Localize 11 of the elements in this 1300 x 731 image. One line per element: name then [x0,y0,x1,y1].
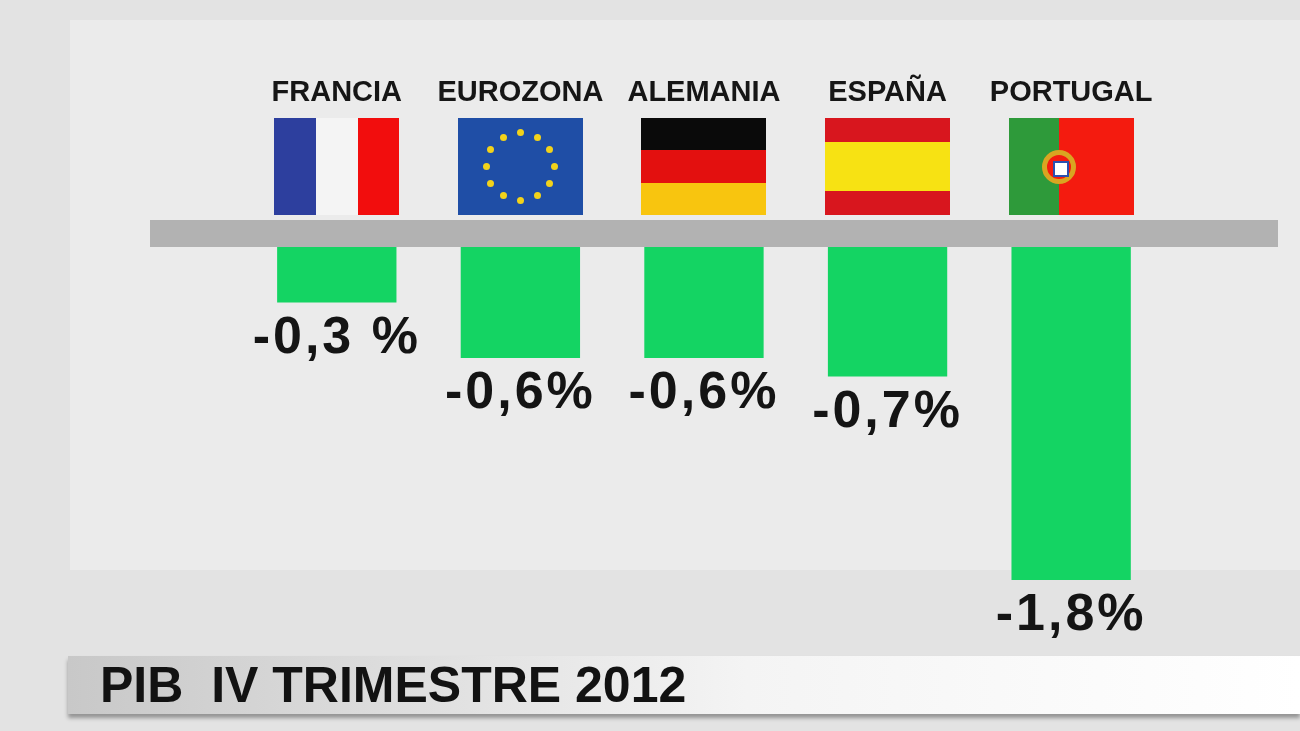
x-tick-label: FRANCIA [271,74,403,107]
text: PIB IV TRIMESTRE 2012 [100,657,687,713]
x-tick-label: ESPAÑA [828,73,947,107]
data-label: -0,6% [444,361,596,420]
data-label: -0,7% [812,379,963,438]
x-tick-label: EUROZONA [437,74,604,107]
x-tick-label: PORTUGAL [989,74,1153,107]
x-tick-label: ALEMANIA [627,74,781,107]
data-label: -0,3 % [252,305,421,364]
data-label: -0,6% [628,361,780,420]
data-label: -1,8% [995,583,1147,642]
